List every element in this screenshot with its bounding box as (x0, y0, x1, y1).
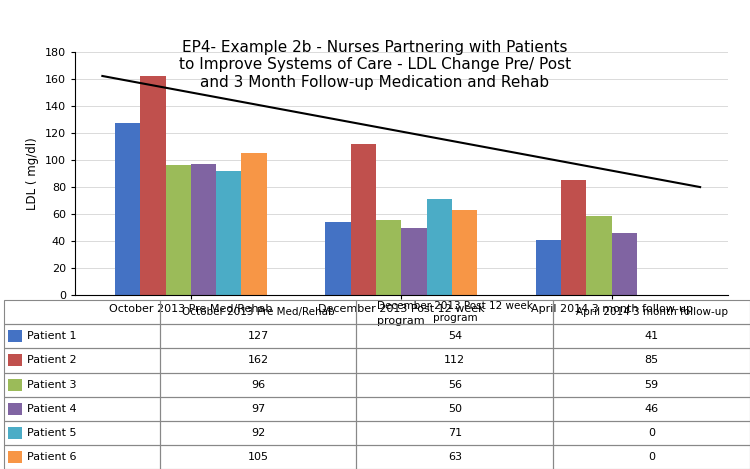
Text: 127: 127 (248, 331, 268, 341)
Text: 71: 71 (448, 428, 462, 438)
Bar (8, 403, 22, 415)
Bar (376, 219, 401, 295)
Bar (356, 348, 554, 372)
Y-axis label: LDL ( mg/dl): LDL ( mg/dl) (26, 137, 39, 210)
Bar (242, 153, 266, 295)
Bar (356, 372, 554, 397)
Text: 63: 63 (448, 452, 462, 462)
Bar (8, 330, 22, 342)
Bar (8, 451, 22, 463)
Text: 46: 46 (644, 404, 658, 414)
Bar (4, 300, 160, 324)
Bar (4, 372, 160, 397)
Text: 56: 56 (448, 379, 462, 390)
Bar (166, 166, 190, 295)
Text: 50: 50 (448, 404, 462, 414)
Text: EP4- Example 2b - Nurses Partnering with Patients
to Improve Systems of Care - L: EP4- Example 2b - Nurses Partnering with… (179, 40, 571, 90)
Text: Patient 6: Patient 6 (27, 452, 76, 462)
Bar (356, 421, 554, 445)
Bar (216, 171, 242, 295)
Bar (160, 348, 356, 372)
Bar (401, 228, 427, 295)
Bar (554, 348, 750, 372)
Bar (8, 355, 22, 366)
Bar (140, 76, 166, 295)
Bar (561, 180, 586, 295)
Text: 92: 92 (251, 428, 266, 438)
Text: April 2014 3 month follow-up: April 2014 3 month follow-up (575, 307, 728, 317)
Bar (427, 199, 451, 295)
Bar (190, 164, 216, 295)
Bar (356, 324, 554, 348)
Text: October 2013 Pre Med/Rehab: October 2013 Pre Med/Rehab (182, 307, 334, 317)
Bar (160, 445, 356, 469)
Text: December 2013 Post 12 week
program: December 2013 Post 12 week program (377, 302, 532, 323)
Text: Patient 2: Patient 2 (27, 356, 76, 365)
Bar (4, 445, 160, 469)
Text: 105: 105 (248, 452, 268, 462)
Text: Patient 4: Patient 4 (27, 404, 76, 414)
Bar (612, 233, 637, 295)
Bar (4, 421, 160, 445)
Text: 59: 59 (644, 379, 658, 390)
Bar (554, 300, 750, 324)
Bar (326, 222, 351, 295)
Text: 162: 162 (248, 356, 268, 365)
Bar (8, 378, 22, 391)
Text: 0: 0 (648, 452, 655, 462)
Text: 96: 96 (251, 379, 265, 390)
Bar (554, 421, 750, 445)
Bar (452, 210, 477, 295)
Bar (4, 324, 160, 348)
Bar (554, 445, 750, 469)
Bar (160, 421, 356, 445)
Text: Patient 5: Patient 5 (27, 428, 76, 438)
Bar (536, 240, 561, 295)
Text: 41: 41 (644, 331, 658, 341)
Bar (160, 324, 356, 348)
Text: 54: 54 (448, 331, 462, 341)
Bar (4, 348, 160, 372)
Bar (160, 300, 356, 324)
Bar (160, 397, 356, 421)
Bar (351, 144, 376, 295)
Text: 97: 97 (251, 404, 266, 414)
Bar (4, 397, 160, 421)
Bar (554, 372, 750, 397)
Bar (356, 300, 554, 324)
Bar (356, 445, 554, 469)
Bar (554, 397, 750, 421)
Text: 112: 112 (444, 356, 466, 365)
Text: Patient 3: Patient 3 (27, 379, 76, 390)
Text: 85: 85 (644, 356, 658, 365)
Text: Patient 1: Patient 1 (27, 331, 76, 341)
Bar (586, 216, 612, 295)
Bar (8, 427, 22, 439)
Bar (356, 397, 554, 421)
Bar (554, 324, 750, 348)
Bar (115, 123, 140, 295)
Bar (160, 372, 356, 397)
Text: 0: 0 (648, 428, 655, 438)
